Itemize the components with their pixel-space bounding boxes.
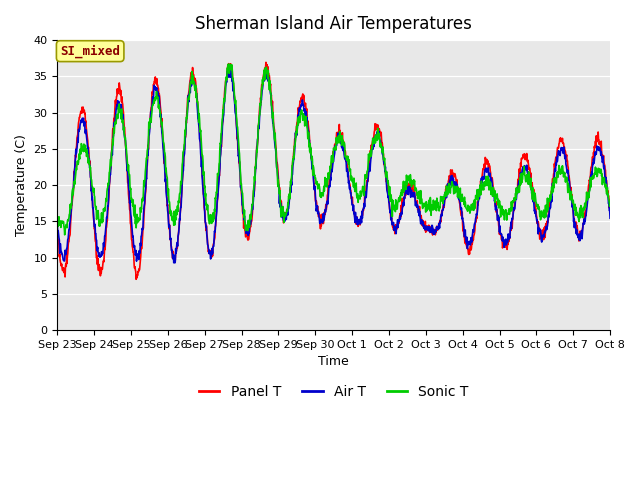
Sonic T [54,217,61,223]
Panel T [493,209,500,215]
Line: Air T: Air T [58,68,610,263]
Sonic T [163,175,171,180]
Air T [606,216,614,221]
Air T [541,230,549,236]
Air T [54,223,61,229]
Panel T [262,60,270,65]
Panel T [420,223,428,229]
Panel T [54,228,61,233]
Panel T [177,205,184,211]
Panel T [606,208,614,214]
Air T [163,196,171,202]
Title: Sherman Island Air Temperatures: Sherman Island Air Temperatures [195,15,472,33]
Sonic T [420,200,428,206]
Sonic T [225,61,232,67]
Air T [225,65,233,71]
Sonic T [177,179,184,184]
Sonic T [239,198,247,204]
Line: Sonic T: Sonic T [58,64,610,235]
Panel T [541,235,549,240]
Legend: Panel T, Air T, Sonic T: Panel T, Air T, Sonic T [193,379,474,404]
Air T [239,205,247,211]
Sonic T [493,195,500,201]
Sonic T [541,208,549,214]
Text: SI_mixed: SI_mixed [60,45,120,58]
Panel T [163,203,171,209]
Air T [177,204,184,210]
Air T [493,204,500,209]
Line: Panel T: Panel T [58,62,610,279]
Sonic T [61,232,68,238]
Air T [420,222,428,228]
Panel T [132,276,140,282]
Panel T [239,208,246,214]
X-axis label: Time: Time [318,355,349,368]
Sonic T [606,201,614,206]
Air T [171,260,179,266]
Y-axis label: Temperature (C): Temperature (C) [15,134,28,236]
